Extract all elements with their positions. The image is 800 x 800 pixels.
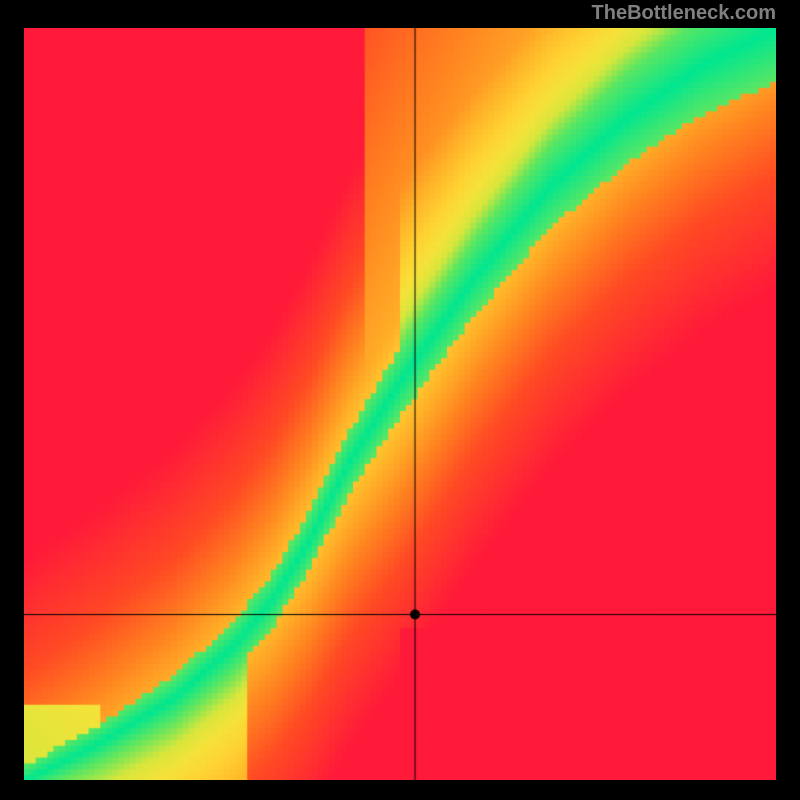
plot-area: [24, 28, 776, 780]
attribution-text: TheBottleneck.com: [592, 2, 776, 25]
heatmap-canvas: [24, 28, 776, 780]
chart-container: TheBottleneck.com: [0, 0, 800, 800]
